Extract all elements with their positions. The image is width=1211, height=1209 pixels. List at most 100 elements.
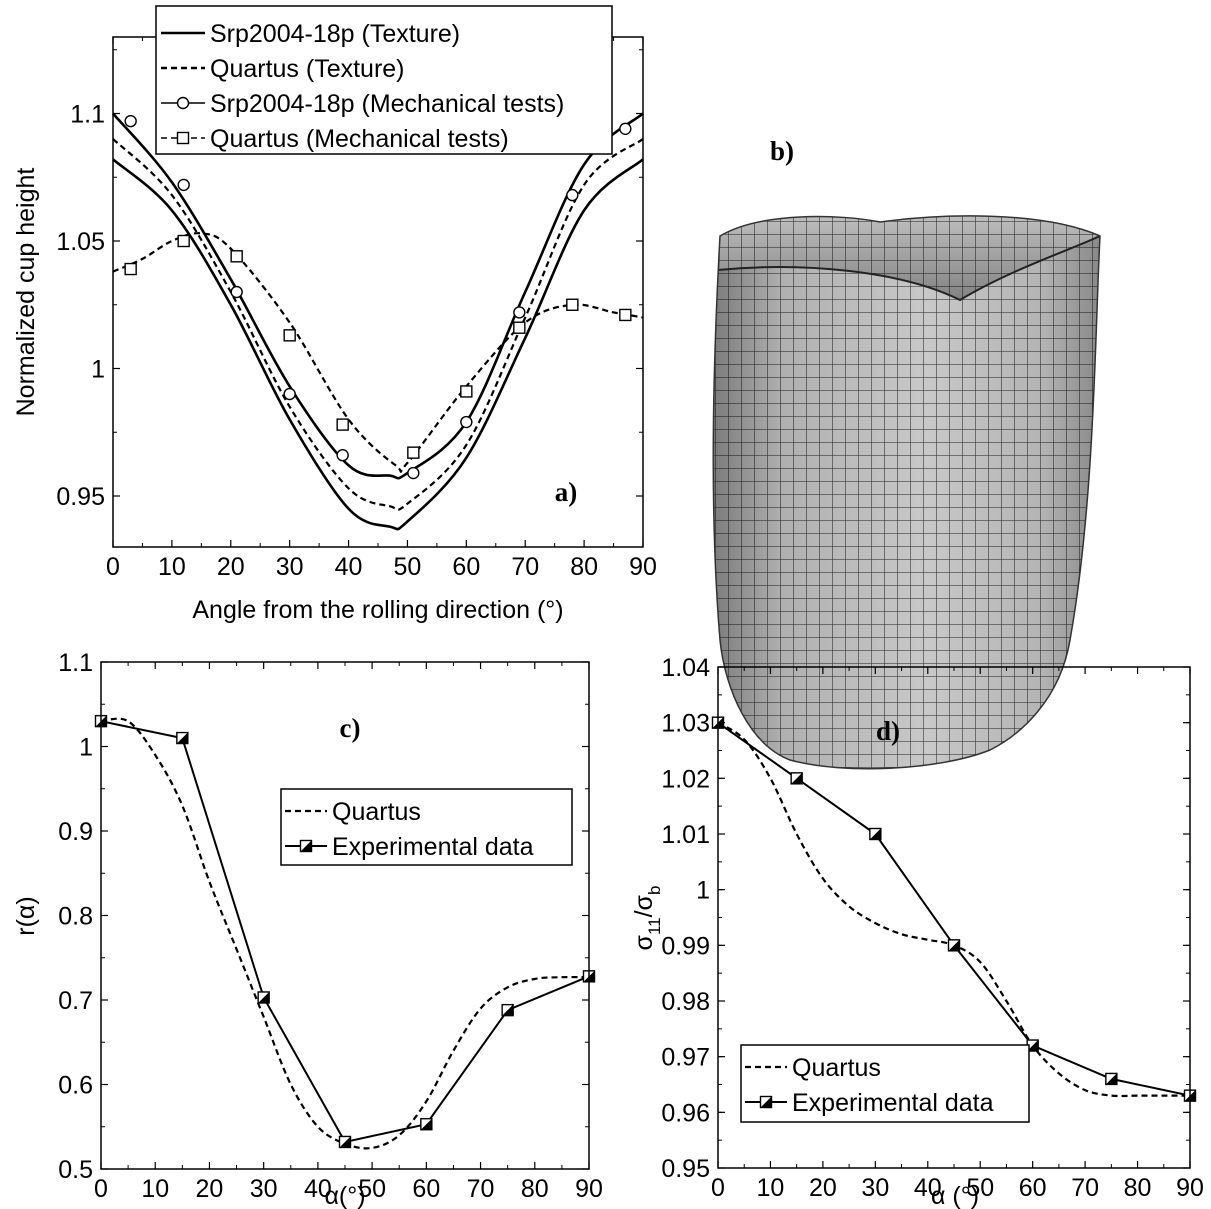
legend-box <box>740 1044 1030 1123</box>
x-tick-label: 60 <box>452 553 480 581</box>
chart-c: 0 10 20 30 40 50 60 70 80 90 0.5 0.6 0.7 0.8 0.9 1 1.1 α… <box>12 649 603 1209</box>
marker-square <box>619 308 632 322</box>
panel-label: a) <box>555 477 578 507</box>
y-tick-label: 1.01 <box>661 821 710 849</box>
legend-label: Srp2004-18p (Mechanical tests) <box>210 90 564 118</box>
y-tick-label: 0.6 <box>58 1072 93 1100</box>
y-tick-label: 0.96 <box>661 1099 710 1127</box>
marker-fill <box>948 939 960 951</box>
marker-circle <box>513 306 526 319</box>
x-tick-label: 40 <box>335 553 363 581</box>
series-line <box>112 232 644 473</box>
y-tick-label: 0.5 <box>58 1156 93 1184</box>
y-tick-label: 1 <box>696 877 710 905</box>
x-tick-label: 30 <box>861 1174 889 1202</box>
series-line <box>112 112 644 480</box>
series-line <box>100 717 590 1150</box>
x-tick-label: 90 <box>1176 1174 1204 1202</box>
marker-square <box>124 262 137 276</box>
marker-square <box>177 234 190 248</box>
marker-square <box>230 250 243 263</box>
x-tick-label: 80 <box>570 553 598 581</box>
marker-circle <box>176 96 190 110</box>
marker-square <box>283 329 296 342</box>
x-tick-label: 10 <box>757 1174 785 1202</box>
x-tick-label: 70 <box>1071 1174 1099 1202</box>
y-tick-label: 1.02 <box>661 765 710 793</box>
panel-label: b) <box>770 136 794 166</box>
x-tick-label: 80 <box>1124 1174 1152 1202</box>
x-tick-label: 20 <box>217 553 245 581</box>
y-tick-label: 0.8 <box>58 903 93 931</box>
marker-circle <box>124 114 137 128</box>
legend-label: Quartus (Mechanical tests) <box>210 125 509 153</box>
marker-fill <box>791 772 803 784</box>
legend-label: Quartus <box>332 798 421 826</box>
x-tick-label: 30 <box>250 1175 278 1203</box>
marker-fill <box>869 828 881 840</box>
x-tick-label: 10 <box>141 1175 169 1203</box>
x-tick-label: 40 <box>304 1175 332 1203</box>
marker-circle <box>566 188 579 202</box>
marker-fill <box>176 732 188 744</box>
y-tick-label: 1.04 <box>661 654 710 682</box>
x-tick-label: 90 <box>575 1175 603 1203</box>
legend: Quartus Experimental data <box>740 1044 1030 1123</box>
x-tick-label: 70 <box>467 1175 495 1203</box>
x-tick-label: 50 <box>966 1174 994 1202</box>
series-line <box>100 720 590 1144</box>
cup-rim <box>717 235 1101 302</box>
panel-label: c) <box>340 713 361 743</box>
y-axis-title: Normalized cup height <box>12 168 40 417</box>
y-tick-label: 1.03 <box>661 710 710 738</box>
chart-d: 0 10 20 30 40 50 60 70 80 90 0.95 0.96 0.97 0.98 0.99 1… <box>630 654 1204 1209</box>
cup-shading <box>713 215 1100 769</box>
marker-fill <box>502 1004 514 1016</box>
x-tick-label: 0 <box>94 1175 108 1203</box>
series-line <box>112 158 644 531</box>
cup-inner-shading <box>720 215 1100 300</box>
marker-square <box>407 446 420 459</box>
x-tick-label: 50 <box>394 553 422 581</box>
y-tick-label: 0.97 <box>661 1044 710 1072</box>
x-tick-label: 70 <box>511 553 539 581</box>
legend-label: Experimental data <box>332 833 534 861</box>
x-axis-title: α(°) <box>324 1182 365 1209</box>
x-tick-label: 10 <box>158 553 186 581</box>
marker-circle <box>283 387 296 401</box>
marker-fill <box>1027 1040 1039 1052</box>
marker-square <box>176 131 190 145</box>
marker-circle <box>619 122 632 136</box>
panel-label: d) <box>876 716 900 746</box>
y-tick-label: 1.1 <box>58 649 93 677</box>
marker-square <box>513 321 526 334</box>
x-tick-label: 0 <box>106 553 120 581</box>
y-tick-label: 0.95 <box>56 483 105 511</box>
marker-circle <box>230 285 243 299</box>
legend: Quartus Experimental data <box>280 788 573 866</box>
legend-box <box>155 5 613 155</box>
marker-fill <box>258 991 270 1003</box>
marker-square <box>336 418 349 431</box>
y-tick-label: 1.1 <box>70 101 105 129</box>
marker-fill <box>760 1096 772 1108</box>
x-tick-label: 60 <box>412 1175 440 1203</box>
legend-label: Quartus (Texture) <box>210 55 405 83</box>
marker-circle <box>336 449 349 462</box>
marker-circle <box>460 415 473 429</box>
y-tick-label: 1.05 <box>56 228 105 256</box>
marker-fill <box>339 1136 351 1148</box>
x-tick-label: 90 <box>629 553 657 581</box>
y-tick-label: 1 <box>91 356 105 384</box>
x-tick-label: 80 <box>521 1175 549 1203</box>
marker-circle <box>407 466 420 480</box>
legend-label: Srp2004-18p (Texture) <box>210 20 460 48</box>
x-tick-label: 20 <box>196 1175 224 1203</box>
y-tick-label: 0.9 <box>58 818 93 846</box>
legend-label: Experimental data <box>792 1089 994 1117</box>
marker-square <box>566 298 579 311</box>
y-tick-label: 0.7 <box>58 987 93 1015</box>
y-axis-title: σ11/σb <box>630 886 664 951</box>
x-axis-title: α (°) <box>931 1182 979 1209</box>
